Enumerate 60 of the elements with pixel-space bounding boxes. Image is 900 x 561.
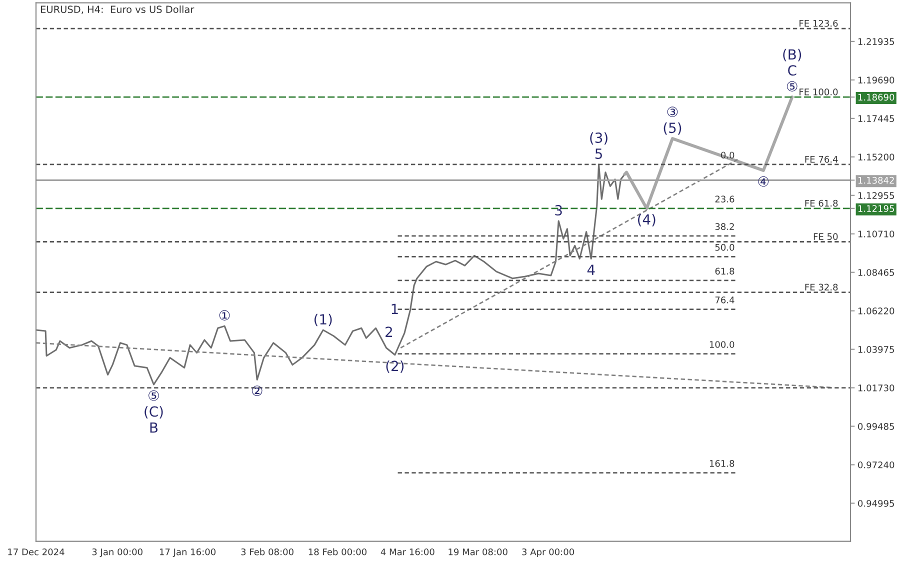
chart-title: EURUSD, H4: Euro vs US Dollar xyxy=(41,6,194,14)
annotation: 38.2 xyxy=(715,223,734,230)
annotation: (5) xyxy=(664,122,682,135)
ref-line-label: FE 123.6 xyxy=(800,20,838,27)
annotation: (B) xyxy=(783,48,802,62)
annotation: 0.0 xyxy=(721,152,734,159)
annotation: ⑤ xyxy=(786,81,798,92)
ref-line-label: FE 76.4 xyxy=(805,156,838,163)
ref-line-label: FE 50 xyxy=(814,233,838,240)
annotation: (1) xyxy=(314,314,332,326)
y-tick-label: 1.01730 xyxy=(858,384,894,392)
y-tick-label: 1.19690 xyxy=(858,76,894,84)
annotation: ① xyxy=(219,310,230,321)
y-tick-label: 1.12195 xyxy=(858,205,894,212)
x-tick-label: 4 Mar 16:00 xyxy=(380,548,434,556)
annotation: ⑤ xyxy=(148,390,159,401)
y-tick-label: 1.15200 xyxy=(858,154,894,160)
annotation: 161.8 xyxy=(710,460,734,467)
y-tick-label: 1.08465 xyxy=(858,269,894,276)
ref-line-label: FE 100.0 xyxy=(800,88,838,96)
annotation: 1 xyxy=(392,304,398,314)
annotation: (4) xyxy=(638,214,656,226)
y-tick-label: 1.06220 xyxy=(858,308,894,314)
y-tick-label: 0.97240 xyxy=(858,461,894,468)
y-tick-label: 1.13842 xyxy=(858,176,894,184)
x-tick-label: 19 Mar 08:00 xyxy=(448,548,508,556)
x-tick-label: 3 Feb 08:00 xyxy=(241,548,294,556)
y-tick-label: 1.03975 xyxy=(858,346,894,353)
y-tick-label: 1.17445 xyxy=(858,115,894,122)
annotation: (2) xyxy=(386,360,404,373)
annotation: 5 xyxy=(595,148,602,159)
annotation: 23.6 xyxy=(715,196,734,202)
x-tick-label: 3 Apr 00:00 xyxy=(522,548,574,558)
ref-line-label: FE 32.8 xyxy=(805,284,838,291)
annotation: B xyxy=(150,422,158,433)
y-tick-label: 1.21935 xyxy=(858,38,894,46)
annotation: C xyxy=(788,65,796,76)
annotation: 76.4 xyxy=(715,296,734,304)
y-tick-label: 0.94995 xyxy=(858,500,894,507)
annotation: 50.0 xyxy=(715,244,734,251)
x-tick-label: 17 Dec 2024 xyxy=(8,548,64,556)
annotation: 2 xyxy=(386,326,392,337)
y-tick-label: 0.99485 xyxy=(858,422,894,430)
y-tick-label: 1.18690 xyxy=(858,94,894,101)
y-tick-label: 1.10710 xyxy=(858,230,894,238)
annotation: 3 xyxy=(555,205,562,216)
annotation: 4 xyxy=(587,264,595,275)
annotation: ③ xyxy=(667,106,678,118)
annotation: (C) xyxy=(144,406,163,418)
annotation: ④ xyxy=(758,176,769,187)
y-tick-label: 1.12955 xyxy=(858,192,894,199)
annotation: 100.0 xyxy=(710,341,734,348)
x-tick-label: 17 Jan 16:00 xyxy=(160,548,216,557)
x-tick-label: 18 Feb 00:00 xyxy=(308,548,366,556)
line-series xyxy=(36,164,626,386)
annotation: 61.8 xyxy=(715,268,734,275)
annotation: (3) xyxy=(590,132,608,145)
x-tick-label: 3 Jan 00:00 xyxy=(92,548,142,557)
annotation: ② xyxy=(252,386,262,396)
ref-line-label: FE 61.8 xyxy=(805,200,838,207)
